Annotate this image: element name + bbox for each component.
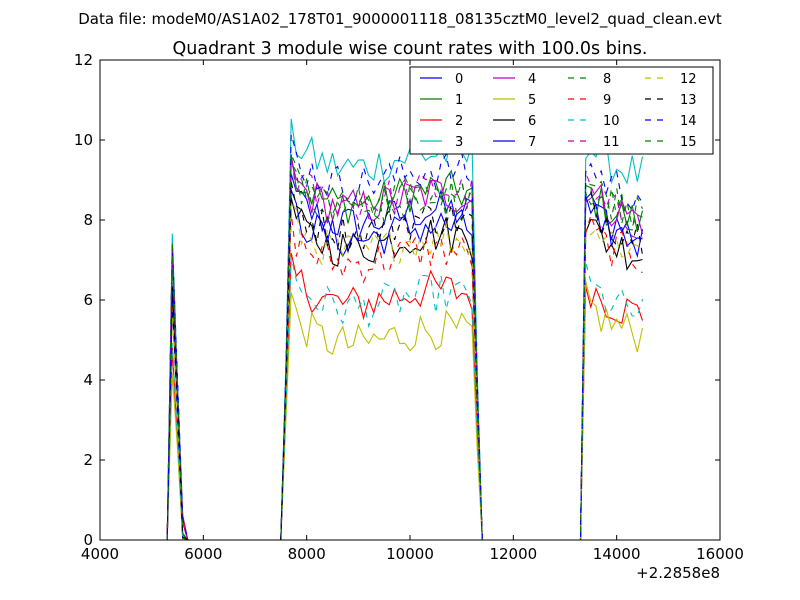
legend-box (409, 66, 714, 155)
series-line-3 (166, 118, 644, 540)
x-offset-label: +2.2858e8 (636, 564, 720, 582)
series-line-15 (166, 154, 643, 540)
legend-label-1: 1 (455, 93, 463, 108)
series-line-13 (166, 181, 644, 540)
plot-frame (99, 59, 721, 541)
y-tick-label: 2 (83, 451, 93, 469)
y-tick-label: 8 (83, 211, 93, 229)
y-tick-label: 0 (83, 531, 93, 549)
chart-suptitle: Data file: modeM0/AS1A02_178T01_90000011… (78, 10, 722, 29)
series-line-2 (166, 252, 644, 540)
legend-label-9: 9 (603, 93, 611, 108)
legend-label-8: 8 (603, 72, 611, 87)
x-tick-label: 4000 (81, 545, 119, 563)
series-line-14 (166, 134, 643, 540)
legend-label-12: 12 (680, 72, 697, 87)
x-tick-label: 16000 (696, 545, 744, 563)
series-line-9 (166, 213, 643, 540)
series-layer (166, 118, 644, 540)
series-line-10 (166, 256, 644, 540)
legend-label-4: 4 (528, 72, 536, 87)
legend-label-3: 3 (455, 135, 463, 150)
legend-label-0: 0 (455, 72, 463, 87)
series-line-5 (166, 280, 644, 540)
y-tick-label: 10 (74, 131, 93, 149)
x-tick-label: 8000 (288, 545, 326, 563)
series-line-0 (166, 173, 643, 540)
legend-label-2: 2 (455, 114, 463, 129)
chart-title: Quadrant 3 module wise count rates with … (173, 39, 648, 59)
y-tick-label: 12 (74, 51, 93, 69)
legend-label-13: 13 (680, 93, 697, 108)
x-tick-label: 14000 (593, 545, 641, 563)
series-line-6 (166, 197, 643, 540)
legend-label-5: 5 (528, 93, 536, 108)
legend-label-14: 14 (680, 114, 697, 129)
x-tick-label: 10000 (386, 545, 434, 563)
y-tick-label: 4 (83, 371, 93, 389)
legend-label-7: 7 (528, 135, 536, 150)
series-line-11 (166, 154, 643, 540)
x-tick-label: 6000 (184, 545, 222, 563)
legend-label-11: 11 (603, 135, 620, 150)
series-line-7 (166, 189, 644, 540)
legend-label-15: 15 (680, 135, 697, 150)
series-line-4 (166, 158, 644, 540)
y-tick-labels: 0 2 4 6 8 10 12 (74, 51, 93, 549)
x-tick-label: 12000 (489, 545, 537, 563)
series-line-12 (166, 199, 643, 540)
x-tick-labels: 4000 6000 8000 10000 12000 14000 16000 (81, 545, 744, 563)
legend-label-10: 10 (603, 114, 620, 129)
y-tick-label: 6 (83, 291, 93, 309)
series-line-1 (166, 154, 644, 540)
legend-label-6: 6 (528, 114, 536, 129)
